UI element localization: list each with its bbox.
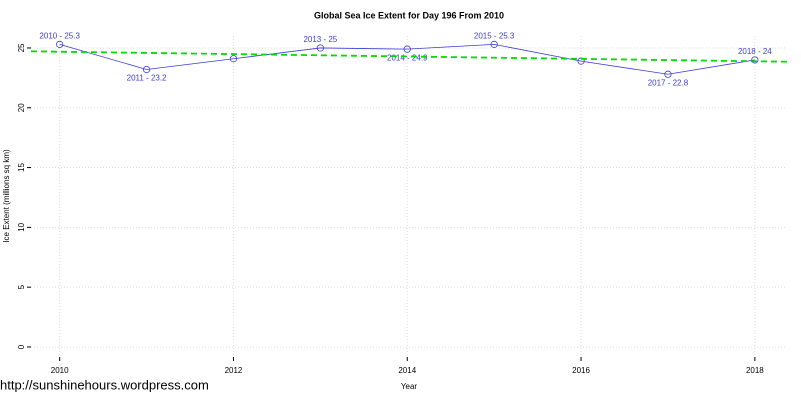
data-point <box>229 55 238 63</box>
y-tick-label: 20 <box>17 103 26 112</box>
y-axis-label: Ice Extent (millions sq km) <box>2 149 11 243</box>
x-tick-label: 2018 <box>746 366 764 375</box>
data-point <box>751 56 759 64</box>
data-label: 2017 - 22.8 <box>648 78 689 87</box>
series-line <box>59 43 755 75</box>
y-tick-label: 15 <box>17 163 26 172</box>
data-label: 2010 - 25.3 <box>39 31 80 40</box>
data-label: 2018 - 24 <box>738 47 772 56</box>
x-tick-label: 2012 <box>225 366 243 375</box>
y-tick-label: 5 <box>17 284 26 289</box>
y-tick-label: 10 <box>17 222 26 231</box>
data-label: 2011 - 23.2 <box>127 74 167 83</box>
x-tick-label: 2010 <box>51 366 69 375</box>
data-point <box>664 70 672 78</box>
data-label: 2015 - 25.3 <box>474 31 515 40</box>
data-point <box>490 40 498 48</box>
data-point <box>403 45 411 53</box>
data-label: 2013 - 25 <box>303 35 337 44</box>
footer-url: http://sunshinehours.wordpress.com <box>0 377 209 392</box>
data-point <box>316 44 324 52</box>
x-axis-label: Year <box>401 382 418 391</box>
x-tick-label: 2016 <box>572 366 590 375</box>
chart-title: Global Sea Ice Extent for Day 196 From 2… <box>314 10 504 20</box>
trend-line <box>30 50 788 63</box>
y-tick-label: 25 <box>17 43 26 52</box>
data-label: 2014 - 24.9 <box>387 53 428 62</box>
y-tick-label: 0 <box>17 344 26 349</box>
data-point <box>56 40 64 48</box>
x-tick-label: 2014 <box>398 366 416 375</box>
data-point <box>142 65 151 74</box>
data-point <box>577 57 585 65</box>
